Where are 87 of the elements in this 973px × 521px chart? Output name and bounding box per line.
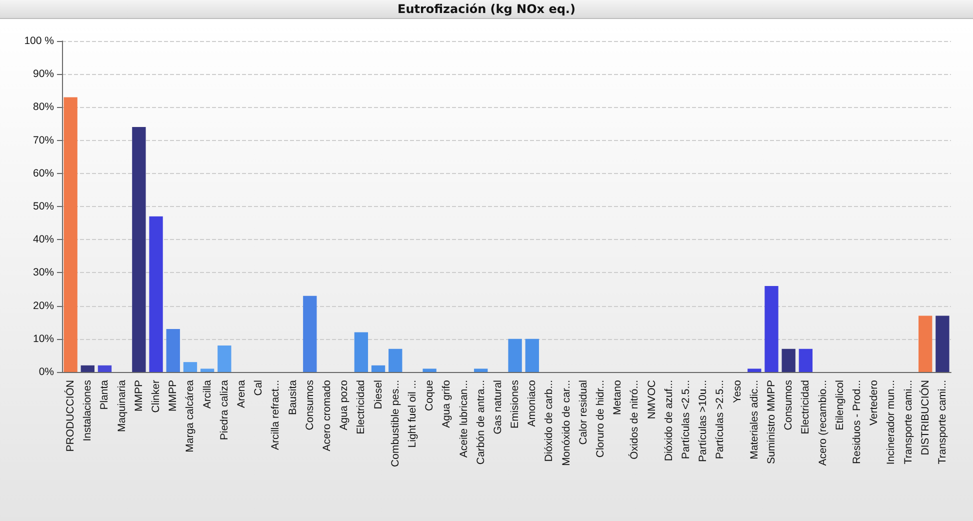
bar <box>798 348 813 372</box>
x-tick-label: Arena <box>236 380 248 408</box>
y-tick-label: 20% <box>32 300 54 312</box>
x-tick-label: Transporte cami... <box>936 380 948 464</box>
y-tick-label: 60% <box>32 167 54 180</box>
x-tick-label: MMPP <box>167 380 180 412</box>
y-tick-label: 10% <box>32 332 54 345</box>
x-tick-label: Maquinaria <box>116 380 128 432</box>
x-tick-label: Arcilla refract... <box>270 380 282 450</box>
x-tick-label: Cal <box>252 380 265 396</box>
x-tick-label: Emisiones <box>509 380 522 428</box>
x-tick-label: Amoniaco <box>526 380 538 427</box>
x-tick-label: Transporte cami... <box>902 380 914 464</box>
x-tick-label: DISTRIBUCIÓN <box>918 380 932 456</box>
x-tick-label: Etilenglicol <box>834 380 846 430</box>
x-tick-label: Incinerador mun... <box>885 380 898 465</box>
x-tick-label: Electricidad <box>355 380 368 434</box>
x-tick-label: Óxidos de nitró... <box>628 380 641 460</box>
x-tick-label: Gas natural <box>492 380 504 434</box>
x-tick-label: Partículas >2.5... <box>714 380 726 460</box>
bar <box>64 97 78 372</box>
bar <box>200 368 214 372</box>
x-tick-label: Residuos - Prod... <box>850 380 863 464</box>
bar <box>354 332 368 372</box>
x-tick-label: Agua grifo <box>440 380 453 428</box>
x-tick-label: Acero cromado <box>320 380 333 452</box>
x-tick-label: Arcilla <box>201 380 214 409</box>
x-tick-label: Aceite lubrican... <box>458 380 470 458</box>
x-tick-label: Metano <box>612 380 624 416</box>
bar <box>80 365 94 372</box>
bar <box>474 368 488 372</box>
bar <box>782 348 796 372</box>
y-tick-label: 100 % <box>24 35 54 47</box>
x-tick-label: Instalaciones <box>82 380 94 442</box>
x-tick-label: Clinker <box>150 380 162 413</box>
bar <box>303 296 317 372</box>
bar <box>218 346 232 372</box>
x-tick-label: Dióxido de azuf... <box>662 380 675 462</box>
x-tick-label: Cloruro de hidr... <box>594 380 607 458</box>
x-tick-label: Carbón de antra... <box>474 380 487 465</box>
x-tick-label: Calor residual <box>577 380 590 445</box>
x-tick-label: Electricidad <box>800 380 812 434</box>
bar <box>183 362 198 372</box>
bar <box>98 365 112 372</box>
x-tick-label: Consumos <box>782 380 795 430</box>
x-tick-label: Consumos <box>304 380 316 430</box>
bar <box>764 286 778 372</box>
y-tick-label: 30% <box>32 266 54 279</box>
x-tick-label: Light fuel oil ... <box>406 380 418 448</box>
x-tick-label: Partículas >10u... <box>697 380 710 462</box>
bar <box>422 368 436 372</box>
x-tick-label: Suministro MMPP <box>765 380 778 464</box>
x-tick-label: MMPP <box>132 380 145 412</box>
y-tick-label: 70% <box>32 134 54 146</box>
bar <box>525 338 539 372</box>
x-tick-label: Acero (recambio... <box>816 380 829 466</box>
bar <box>166 328 180 372</box>
x-tick-label: PRODUCCIÓN <box>64 380 77 452</box>
bar <box>918 316 932 372</box>
y-tick-label: 90% <box>32 68 54 80</box>
x-tick-label: Bausita <box>286 380 299 416</box>
x-tick-label: Dióxido de carb... <box>543 380 556 462</box>
bar <box>748 368 762 372</box>
y-tick-label: 80% <box>32 101 54 114</box>
x-tick-label: Planta <box>98 380 111 410</box>
bar <box>371 365 386 372</box>
x-tick-label: Vertedero <box>868 380 880 426</box>
x-tick-label: Marga calcárea <box>184 380 196 452</box>
y-tick-label: 0% <box>38 366 54 378</box>
bar <box>149 216 163 372</box>
y-tick-label: 40% <box>32 234 54 246</box>
bar <box>936 316 950 372</box>
x-tick-label: Monóxido de car... <box>560 380 572 466</box>
x-tick-label: Diesel <box>372 380 384 410</box>
bar <box>388 348 402 372</box>
bar <box>508 338 522 372</box>
x-tick-label: NMVOC <box>646 380 658 420</box>
chart-title: Eutrofización (kg NOx eq.) <box>0 0 973 19</box>
x-tick-label: Coque <box>424 380 436 411</box>
x-tick-label: Partículas <2.5... <box>680 380 692 460</box>
x-tick-label: Combustible pes... <box>389 380 402 467</box>
x-tick-label: Agua pozo <box>338 380 350 430</box>
x-tick-label: Piedra caliza <box>218 380 230 440</box>
y-tick-label: 50% <box>32 200 54 212</box>
bar <box>132 127 146 372</box>
x-tick-label: Materiales adic... <box>748 380 760 460</box>
x-tick-label: Yeso <box>731 380 744 403</box>
